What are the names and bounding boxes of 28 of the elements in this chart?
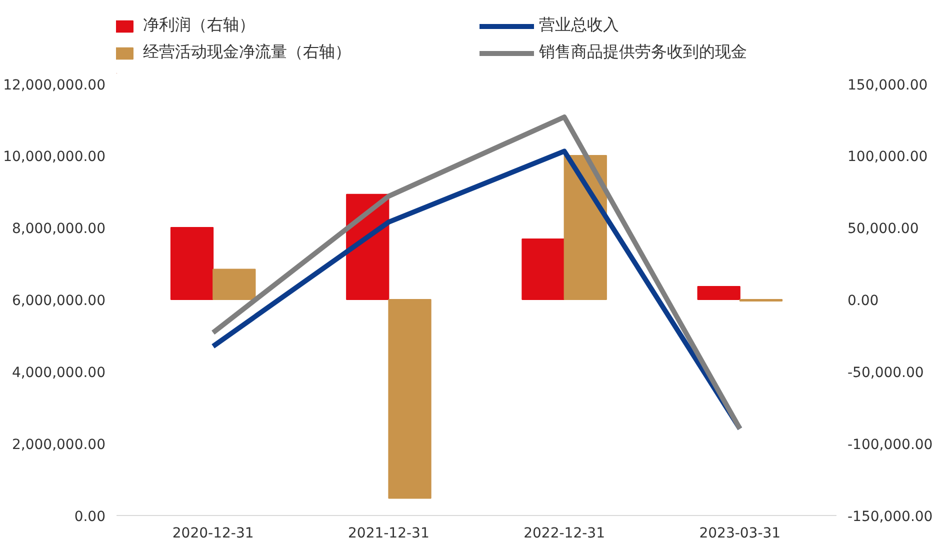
x-tick-label: 2023-03-31 — [699, 526, 781, 542]
y-tick-label: 2,000,000.00 — [12, 437, 106, 453]
y2-tick-label: 50,000.00 — [848, 221, 919, 237]
y2-tick-label: -50,000.00 — [848, 365, 924, 381]
y-tick-label: 4,000,000.00 — [12, 365, 106, 381]
y2-tick-label: 100,000.00 — [848, 149, 928, 165]
bar — [170, 227, 214, 300]
bar — [388, 299, 432, 499]
y2-tick-label: 150,000.00 — [848, 78, 928, 94]
legend-label: 销售商品提供劳务收到的现金 — [539, 42, 748, 63]
bar — [522, 238, 565, 300]
x-tick-label: 2022-12-31 — [524, 526, 605, 542]
y-tick-label: 8,000,000.00 — [12, 221, 106, 237]
legend-label: 净利润（右轴） — [143, 15, 256, 36]
y-tick-label: 12,000,000.00 — [3, 78, 106, 94]
x-tick-label: 2020-12-31 — [172, 526, 254, 542]
y-tick-label: 6,000,000.00 — [12, 293, 106, 309]
y2-tick-label: -150,000.00 — [848, 509, 933, 525]
y-tick-label: 10,000,000.00 — [3, 149, 106, 165]
legend-label: 营业总收入 — [539, 15, 620, 36]
y2-tick-label: 0.00 — [848, 293, 879, 309]
y-tick-label: 0.00 — [74, 509, 106, 525]
bar — [697, 286, 740, 300]
legend-label: 经营活动现金净流量（右轴） — [143, 42, 352, 63]
bar — [564, 155, 607, 300]
x-tick-label: 2021-12-31 — [348, 526, 430, 542]
y2-tick-label: -100,000.00 — [848, 437, 933, 453]
bar — [212, 268, 256, 300]
